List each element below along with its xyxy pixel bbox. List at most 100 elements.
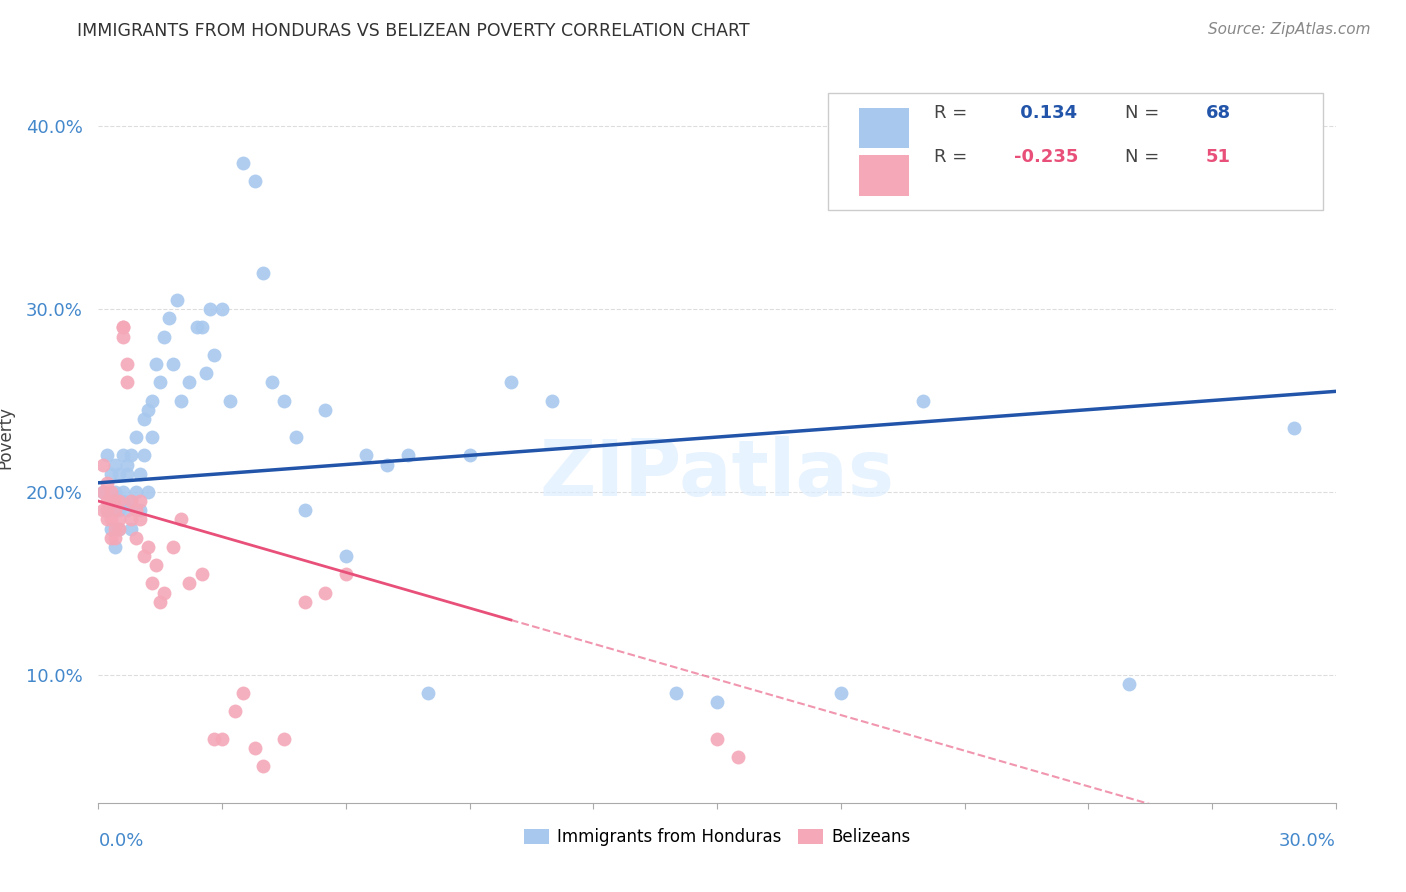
Point bbox=[356, 448, 378, 462]
Point bbox=[112, 329, 135, 343]
Text: -0.235: -0.235 bbox=[1014, 148, 1078, 166]
Point bbox=[149, 594, 172, 608]
Point bbox=[100, 494, 122, 508]
Point bbox=[108, 512, 131, 526]
Point bbox=[141, 576, 163, 591]
Point bbox=[112, 494, 135, 508]
Point bbox=[100, 467, 122, 481]
Text: Source: ZipAtlas.com: Source: ZipAtlas.com bbox=[1208, 22, 1371, 37]
Point bbox=[190, 567, 212, 582]
Text: 68: 68 bbox=[1206, 104, 1230, 122]
Point bbox=[104, 521, 127, 535]
Point bbox=[211, 731, 233, 746]
Point bbox=[124, 430, 146, 444]
Point bbox=[117, 375, 139, 389]
Point bbox=[162, 357, 184, 371]
Point bbox=[100, 485, 122, 500]
Point bbox=[232, 155, 254, 169]
Point bbox=[162, 540, 184, 554]
Point bbox=[132, 448, 155, 462]
Text: 0.134: 0.134 bbox=[1014, 104, 1077, 122]
Point bbox=[458, 448, 481, 462]
Point bbox=[120, 521, 142, 535]
Point bbox=[100, 521, 122, 535]
Point bbox=[190, 320, 212, 334]
Point bbox=[96, 512, 118, 526]
Point bbox=[108, 494, 131, 508]
Point bbox=[273, 393, 295, 408]
Point bbox=[252, 759, 274, 773]
Point bbox=[108, 521, 131, 535]
Point bbox=[128, 467, 150, 481]
Point bbox=[314, 402, 336, 417]
Point bbox=[112, 320, 135, 334]
Point bbox=[202, 348, 225, 362]
Point bbox=[96, 503, 118, 517]
Point bbox=[117, 467, 139, 481]
Point bbox=[1284, 421, 1306, 435]
Point bbox=[104, 485, 127, 500]
Point bbox=[104, 458, 127, 472]
Point bbox=[91, 458, 114, 472]
Legend: Immigrants from Honduras, Belizeans: Immigrants from Honduras, Belizeans bbox=[517, 822, 917, 853]
Point bbox=[124, 485, 146, 500]
Text: R =: R = bbox=[934, 104, 973, 122]
Point bbox=[117, 503, 139, 517]
Point bbox=[727, 750, 749, 764]
Point bbox=[104, 503, 127, 517]
Text: IMMIGRANTS FROM HONDURAS VS BELIZEAN POVERTY CORRELATION CHART: IMMIGRANTS FROM HONDURAS VS BELIZEAN POV… bbox=[77, 22, 749, 40]
Point bbox=[96, 448, 118, 462]
Point bbox=[128, 512, 150, 526]
Point bbox=[153, 329, 176, 343]
Point bbox=[153, 585, 176, 599]
Point bbox=[224, 705, 246, 719]
Point bbox=[273, 731, 295, 746]
Text: 0.0%: 0.0% bbox=[98, 832, 143, 850]
Text: N =: N = bbox=[1125, 148, 1166, 166]
Y-axis label: Poverty: Poverty bbox=[0, 406, 14, 468]
Point bbox=[104, 531, 127, 545]
Point bbox=[128, 494, 150, 508]
Point bbox=[91, 485, 114, 500]
Point bbox=[145, 558, 167, 573]
Point bbox=[335, 567, 357, 582]
Point bbox=[170, 512, 193, 526]
Point bbox=[124, 531, 146, 545]
Point bbox=[294, 503, 316, 517]
Point bbox=[100, 494, 122, 508]
Point bbox=[112, 448, 135, 462]
Point bbox=[186, 320, 208, 334]
Point bbox=[91, 485, 114, 500]
Point bbox=[96, 503, 118, 517]
Point bbox=[145, 357, 167, 371]
FancyBboxPatch shape bbox=[859, 155, 908, 195]
Point bbox=[706, 695, 728, 709]
Point bbox=[117, 357, 139, 371]
Point bbox=[211, 301, 233, 317]
Point bbox=[375, 458, 398, 472]
Point bbox=[141, 430, 163, 444]
Point bbox=[100, 531, 122, 545]
Point bbox=[108, 503, 131, 517]
Point bbox=[170, 393, 193, 408]
Point bbox=[132, 549, 155, 563]
Point bbox=[157, 311, 180, 326]
Point bbox=[108, 467, 131, 481]
Point bbox=[285, 430, 308, 444]
Point bbox=[136, 402, 159, 417]
Point bbox=[252, 266, 274, 280]
Point bbox=[136, 485, 159, 500]
Point bbox=[179, 576, 201, 591]
FancyBboxPatch shape bbox=[859, 108, 908, 148]
Point bbox=[124, 503, 146, 517]
Point bbox=[1118, 677, 1140, 691]
Point bbox=[202, 731, 225, 746]
Point bbox=[128, 503, 150, 517]
Point bbox=[136, 540, 159, 554]
Point bbox=[396, 448, 419, 462]
Point bbox=[314, 585, 336, 599]
Point bbox=[112, 320, 135, 334]
Point bbox=[499, 375, 522, 389]
Point bbox=[112, 485, 135, 500]
Point bbox=[219, 393, 242, 408]
